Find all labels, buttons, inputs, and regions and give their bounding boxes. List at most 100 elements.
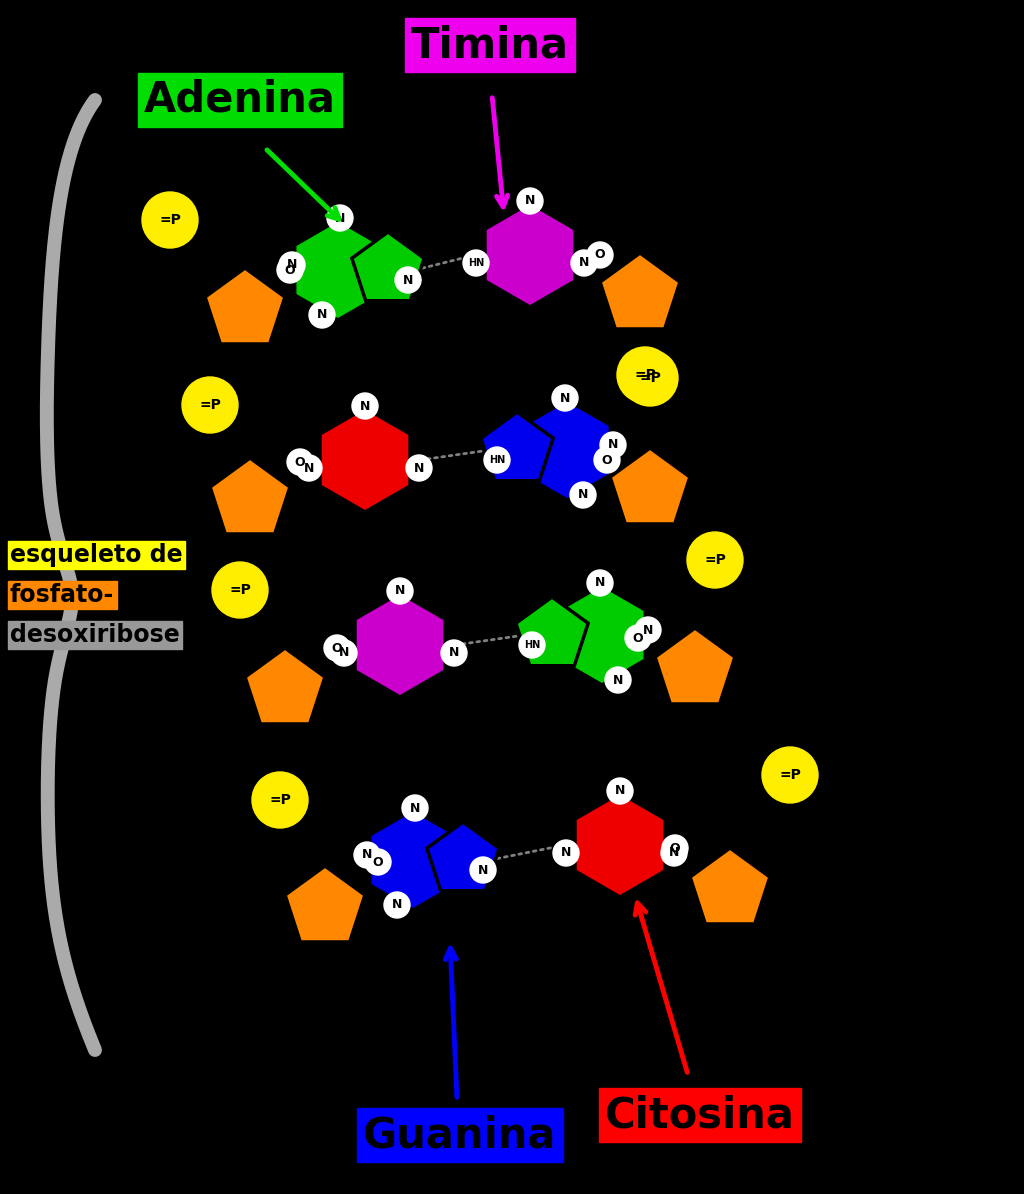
Polygon shape — [352, 232, 424, 301]
Circle shape — [331, 640, 357, 666]
Text: O: O — [633, 632, 643, 645]
Polygon shape — [205, 267, 285, 344]
Text: Citosina: Citosina — [605, 1094, 795, 1135]
Circle shape — [635, 617, 662, 644]
Circle shape — [387, 578, 413, 604]
Text: N: N — [395, 585, 406, 597]
Circle shape — [662, 841, 687, 866]
Text: O: O — [670, 842, 680, 855]
Circle shape — [278, 257, 303, 283]
Circle shape — [287, 449, 313, 475]
Polygon shape — [600, 253, 680, 330]
Text: =P: =P — [269, 793, 291, 807]
Text: N: N — [361, 849, 372, 862]
Text: N: N — [608, 438, 618, 451]
Text: N: N — [614, 784, 626, 798]
Circle shape — [662, 835, 688, 861]
Circle shape — [441, 640, 467, 666]
Circle shape — [762, 747, 818, 804]
Polygon shape — [245, 648, 325, 724]
Circle shape — [406, 455, 432, 481]
Polygon shape — [355, 593, 445, 697]
Circle shape — [142, 192, 198, 248]
Text: O: O — [595, 248, 605, 261]
Circle shape — [296, 455, 322, 481]
Polygon shape — [370, 810, 457, 910]
Circle shape — [365, 849, 391, 875]
Polygon shape — [574, 793, 665, 897]
Text: N: N — [560, 392, 570, 405]
Polygon shape — [427, 821, 499, 891]
Circle shape — [622, 350, 678, 406]
Text: O: O — [295, 455, 305, 468]
Text: O: O — [285, 264, 295, 277]
Circle shape — [309, 302, 335, 328]
Text: N: N — [392, 899, 402, 911]
Text: N: N — [287, 258, 297, 271]
Text: N: N — [339, 646, 349, 659]
Polygon shape — [319, 408, 410, 512]
Polygon shape — [690, 848, 770, 924]
Text: N: N — [304, 462, 314, 474]
Text: =P: =P — [159, 213, 181, 227]
Text: =P: =P — [634, 368, 656, 382]
Polygon shape — [523, 400, 610, 500]
Text: N: N — [525, 195, 536, 208]
Text: N: N — [578, 488, 588, 501]
Text: N: N — [643, 623, 653, 636]
Circle shape — [252, 773, 308, 827]
Circle shape — [687, 533, 743, 587]
Polygon shape — [285, 866, 365, 942]
Circle shape — [570, 482, 596, 507]
Circle shape — [279, 252, 305, 278]
Polygon shape — [655, 628, 735, 704]
Circle shape — [354, 842, 380, 868]
Text: N: N — [669, 847, 679, 860]
Circle shape — [552, 384, 578, 411]
Circle shape — [607, 778, 633, 804]
Circle shape — [600, 432, 626, 458]
Polygon shape — [516, 597, 588, 666]
Text: Timina: Timina — [411, 24, 569, 66]
Circle shape — [395, 267, 421, 293]
Circle shape — [463, 250, 489, 276]
Text: O: O — [373, 855, 383, 868]
Circle shape — [470, 857, 496, 884]
Circle shape — [571, 250, 597, 276]
Text: N: N — [478, 863, 488, 876]
Circle shape — [594, 447, 620, 473]
Circle shape — [182, 377, 238, 433]
Text: N: N — [612, 673, 624, 687]
Text: N: N — [335, 211, 345, 224]
Polygon shape — [559, 585, 645, 685]
Circle shape — [324, 635, 350, 661]
Polygon shape — [210, 458, 290, 534]
Circle shape — [553, 841, 579, 866]
Text: =P: =P — [779, 768, 801, 782]
Polygon shape — [485, 203, 575, 307]
Text: esqueleto de: esqueleto de — [10, 543, 182, 567]
Polygon shape — [481, 412, 553, 481]
Text: N: N — [359, 400, 371, 412]
Circle shape — [587, 570, 613, 596]
Circle shape — [587, 242, 613, 267]
Text: desoxiribose: desoxiribose — [10, 623, 180, 647]
Circle shape — [327, 205, 353, 230]
Circle shape — [517, 187, 543, 214]
Text: N: N — [449, 646, 459, 659]
Text: N: N — [414, 462, 424, 474]
Text: HN: HN — [524, 640, 540, 650]
Circle shape — [402, 795, 428, 821]
Text: =P: =P — [705, 553, 726, 567]
Text: HN: HN — [468, 258, 484, 267]
Text: HN: HN — [488, 455, 505, 464]
Text: O: O — [332, 641, 342, 654]
Text: N: N — [410, 801, 420, 814]
Text: N: N — [402, 273, 414, 287]
Text: O: O — [602, 454, 612, 467]
Circle shape — [605, 667, 631, 693]
Circle shape — [484, 447, 510, 473]
Text: Guanina: Guanina — [364, 1114, 557, 1156]
Circle shape — [352, 393, 378, 419]
Circle shape — [519, 632, 545, 658]
